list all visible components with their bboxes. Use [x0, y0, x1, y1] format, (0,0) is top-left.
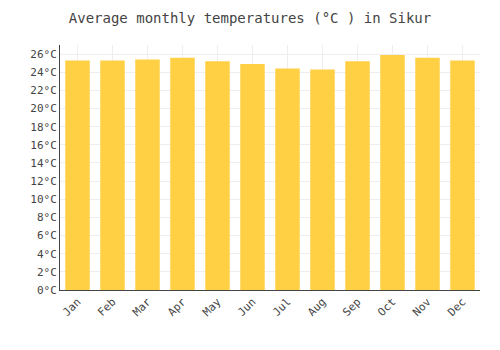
svg-text:0°C: 0°C: [37, 284, 57, 297]
svg-text:Aug: Aug: [305, 296, 328, 319]
svg-text:Apr: Apr: [165, 295, 189, 319]
svg-text:Jul: Jul: [270, 296, 293, 319]
svg-text:2°C: 2°C: [37, 266, 57, 279]
svg-text:16°C: 16°C: [30, 139, 57, 152]
svg-text:Jan: Jan: [60, 296, 83, 319]
svg-text:26°C: 26°C: [30, 48, 57, 61]
svg-text:Dec: Dec: [445, 296, 468, 319]
svg-text:24°C: 24°C: [30, 66, 57, 79]
svg-text:4°C: 4°C: [37, 248, 57, 261]
svg-text:6°C: 6°C: [37, 229, 57, 242]
svg-text:18°C: 18°C: [30, 121, 57, 134]
svg-text:10°C: 10°C: [30, 193, 57, 206]
svg-text:Nov: Nov: [410, 295, 434, 319]
svg-text:22°C: 22°C: [30, 84, 57, 97]
svg-text:8°C: 8°C: [37, 211, 57, 224]
svg-text:Jun: Jun: [235, 296, 258, 319]
svg-text:Average monthly temperatures (: Average monthly temperatures (°C ) in Si…: [69, 10, 431, 26]
svg-text:Sep: Sep: [340, 296, 363, 319]
svg-text:May: May: [200, 295, 224, 319]
svg-text:Feb: Feb: [95, 296, 118, 319]
svg-text:20°C: 20°C: [30, 102, 57, 115]
svg-text:12°C: 12°C: [30, 175, 57, 188]
svg-text:14°C: 14°C: [30, 157, 57, 170]
svg-text:Oct: Oct: [375, 296, 398, 319]
svg-text:Mar: Mar: [130, 295, 154, 319]
